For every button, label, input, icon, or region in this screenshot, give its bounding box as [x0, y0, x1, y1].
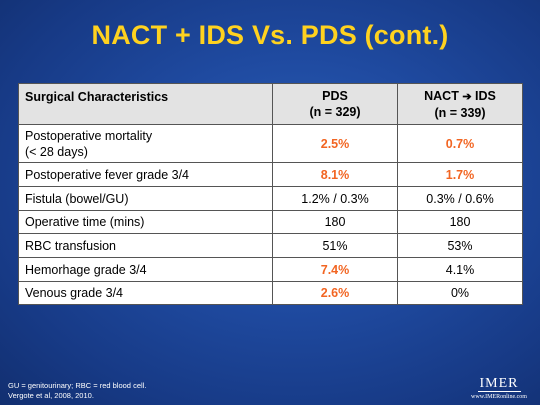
- footnote-citation: Vergote et al, 2008, 2010.: [8, 391, 94, 400]
- header-nact-label: NACT: [424, 88, 459, 103]
- table-row: Operative time (mins) 180 180: [18, 210, 523, 234]
- table-header-row: Surgical Characteristics PDS (n = 329) N…: [18, 83, 523, 125]
- logo-url: www.IMERonline.com: [471, 394, 527, 400]
- cell-nact: 180: [397, 210, 523, 234]
- cell-nact: 4.1%: [397, 257, 523, 282]
- arrow-right-icon: ➔: [462, 90, 472, 103]
- cell-nact: 1.7%: [397, 162, 523, 187]
- header-pds-label: PDS: [322, 89, 348, 103]
- cell-nact: 0.7%: [397, 124, 523, 163]
- cell-pds: 8.1%: [272, 162, 398, 187]
- row-label-line2: (< 28 days): [25, 144, 88, 159]
- row-label: Venous grade 3/4: [18, 281, 273, 305]
- row-label: Postoperative fever grade 3/4: [18, 162, 273, 187]
- cell-pds: 7.4%: [272, 257, 398, 282]
- header-pds-n: (n = 329): [309, 105, 361, 119]
- cell-nact: 0.3% / 0.6%: [397, 186, 523, 211]
- table-row: RBC transfusion 51% 53%: [18, 233, 523, 258]
- imer-logo: IMER www.IMERonline.com: [466, 374, 532, 400]
- row-label: RBC transfusion: [18, 233, 273, 258]
- table-row: Venous grade 3/4 2.6% 0%: [18, 281, 523, 305]
- surgical-characteristics-table: Surgical Characteristics PDS (n = 329) N…: [18, 83, 523, 305]
- header-nact-n: (n = 339): [434, 105, 486, 120]
- cell-nact: 0%: [397, 281, 523, 305]
- row-label: Postoperative mortality (< 28 days): [18, 124, 273, 163]
- footnote-abbreviations: GU = genitourinary; RBC = red blood cell…: [8, 381, 147, 390]
- cell-pds: 180: [272, 210, 398, 234]
- row-label: Fistula (bowel/GU): [18, 186, 273, 211]
- header-ids-label: IDS: [475, 88, 496, 103]
- cell-pds: 51%: [272, 233, 398, 258]
- row-label: Hemorhage grade 3/4: [18, 257, 273, 282]
- table-row: Fistula (bowel/GU) 1.2% / 0.3% 0.3% / 0.…: [18, 186, 523, 211]
- cell-pds: 1.2% / 0.3%: [272, 186, 398, 211]
- cell-pds: 2.6%: [272, 281, 398, 305]
- footnote: GU = genitourinary; RBC = red blood cell…: [8, 381, 146, 401]
- table-row: Postoperative mortality (< 28 days) 2.5%…: [18, 124, 523, 163]
- cell-pds: 2.5%: [272, 124, 398, 163]
- row-label: Operative time (mins): [18, 210, 273, 234]
- slide-title: NACT + IDS Vs. PDS (cont.): [91, 20, 449, 50]
- header-nact-ids: NACT ➔ IDS (n = 339): [397, 83, 523, 125]
- table-row: Hemorhage grade 3/4 7.4% 4.1%: [18, 257, 523, 282]
- table-row: Postoperative fever grade 3/4 8.1% 1.7%: [18, 162, 523, 187]
- header-pds: PDS (n = 329): [272, 83, 398, 125]
- header-characteristic: Surgical Characteristics: [18, 83, 273, 125]
- row-label-line1: Postoperative mortality: [25, 128, 153, 143]
- cell-nact: 53%: [397, 233, 523, 258]
- logo-mark: IMER: [477, 376, 521, 392]
